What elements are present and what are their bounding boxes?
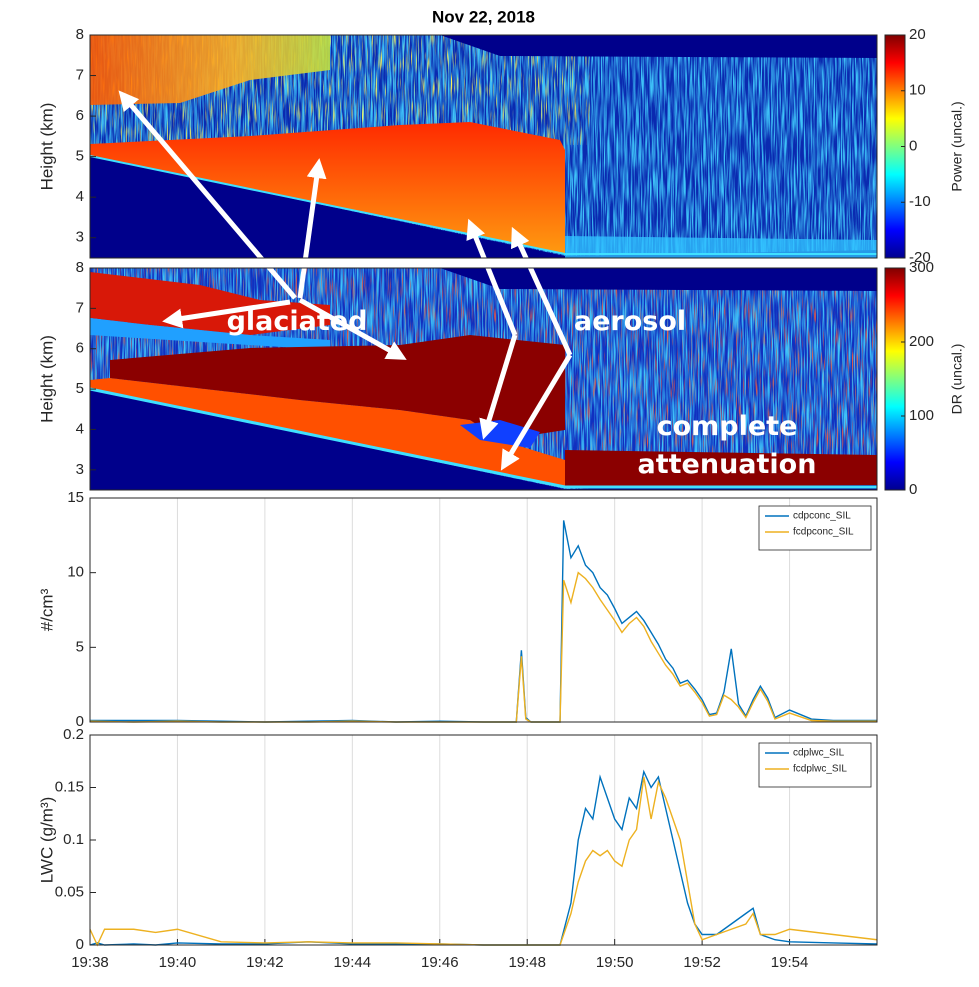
y-tick-label: 0 bbox=[76, 936, 84, 953]
y-axis-label: Height (km) bbox=[37, 335, 56, 423]
annotation: complete attenuation bbox=[637, 411, 817, 480]
x-tick-label: 19:42 bbox=[246, 954, 284, 971]
y-tick-label: 7 bbox=[76, 299, 84, 316]
x-tick-label: 19:46 bbox=[421, 954, 459, 971]
legend-label: cdpconc_SIL bbox=[793, 511, 851, 522]
x-tick-label: 19:50 bbox=[596, 954, 634, 971]
colorbar-tick-label: 10 bbox=[909, 82, 926, 99]
y-axis-label: Height (km) bbox=[37, 103, 56, 191]
colorbar-label: Power (uncal.) bbox=[949, 101, 965, 191]
legend-label: fcdplwc_SIL bbox=[793, 764, 847, 775]
annotation: glaciated bbox=[226, 306, 368, 337]
chart-title: Nov 22, 2018 bbox=[432, 7, 535, 26]
y-tick-label: 3 bbox=[76, 229, 84, 246]
x-tick-label: 19:38 bbox=[71, 954, 109, 971]
y-tick-label: 0.2 bbox=[63, 726, 84, 743]
colorbar-tick-label: 20 bbox=[909, 26, 926, 43]
data-line bbox=[89, 571, 877, 723]
colorbar-tick-label: 0 bbox=[909, 481, 917, 498]
annotation: aerosol bbox=[573, 306, 687, 337]
colorbar-tick-label: 300 bbox=[909, 259, 934, 276]
y-tick-label: 0.05 bbox=[55, 883, 84, 900]
y-tick-label: 7 bbox=[76, 67, 84, 84]
y-axis-label: LWC (g/m³) bbox=[37, 797, 56, 884]
axes-box bbox=[89, 497, 878, 723]
axes-box bbox=[89, 734, 878, 946]
colorbar-tick-label: 100 bbox=[909, 407, 934, 424]
axes-box bbox=[89, 267, 878, 491]
y-tick-label: 15 bbox=[67, 489, 84, 506]
y-tick-label: 6 bbox=[76, 107, 84, 124]
y-tick-label: 5 bbox=[76, 638, 84, 655]
legend-label: cdplwc_SIL bbox=[793, 748, 845, 759]
y-tick-label: 4 bbox=[76, 420, 84, 437]
x-tick-label: 19:54 bbox=[771, 954, 809, 971]
colorbar-tick-label: 0 bbox=[909, 137, 917, 154]
colorbar bbox=[884, 267, 906, 491]
y-axis-label: #/cm³ bbox=[37, 588, 56, 631]
y-tick-label: 10 bbox=[67, 564, 84, 581]
y-tick-label: 8 bbox=[76, 259, 84, 276]
y-tick-label: 8 bbox=[76, 26, 84, 43]
annotation-arrows bbox=[118, 90, 573, 471]
legend-box bbox=[758, 505, 872, 551]
radar-image-dr bbox=[89, 268, 877, 490]
y-tick-label: 5 bbox=[76, 380, 84, 397]
y-tick-label: 5 bbox=[76, 148, 84, 165]
x-tick-label: 19:48 bbox=[508, 954, 546, 971]
y-tick-label: 6 bbox=[76, 340, 84, 357]
colorbar-label: DR (uncal.) bbox=[949, 344, 965, 415]
y-tick-label: 0.15 bbox=[55, 778, 84, 795]
colorbar-tick-label: -20 bbox=[909, 249, 931, 266]
y-tick-label: 0.1 bbox=[63, 831, 84, 848]
x-tick-label: 19:52 bbox=[683, 954, 721, 971]
y-tick-label: 4 bbox=[76, 188, 84, 205]
legend-box bbox=[758, 742, 872, 788]
colorbar-tick-label: -10 bbox=[909, 193, 931, 210]
colorbar-tick-label: 200 bbox=[909, 333, 934, 350]
axes-box bbox=[89, 34, 878, 259]
x-tick-label: 19:40 bbox=[159, 954, 197, 971]
y-tick-label: 0 bbox=[76, 713, 84, 730]
legend-label: fcdpconc_SIL bbox=[793, 527, 854, 538]
data-line bbox=[89, 769, 878, 946]
x-tick-label: 19:44 bbox=[334, 954, 372, 971]
y-tick-label: 3 bbox=[76, 461, 84, 478]
data-line bbox=[89, 776, 878, 947]
radar-image-power bbox=[89, 35, 877, 258]
